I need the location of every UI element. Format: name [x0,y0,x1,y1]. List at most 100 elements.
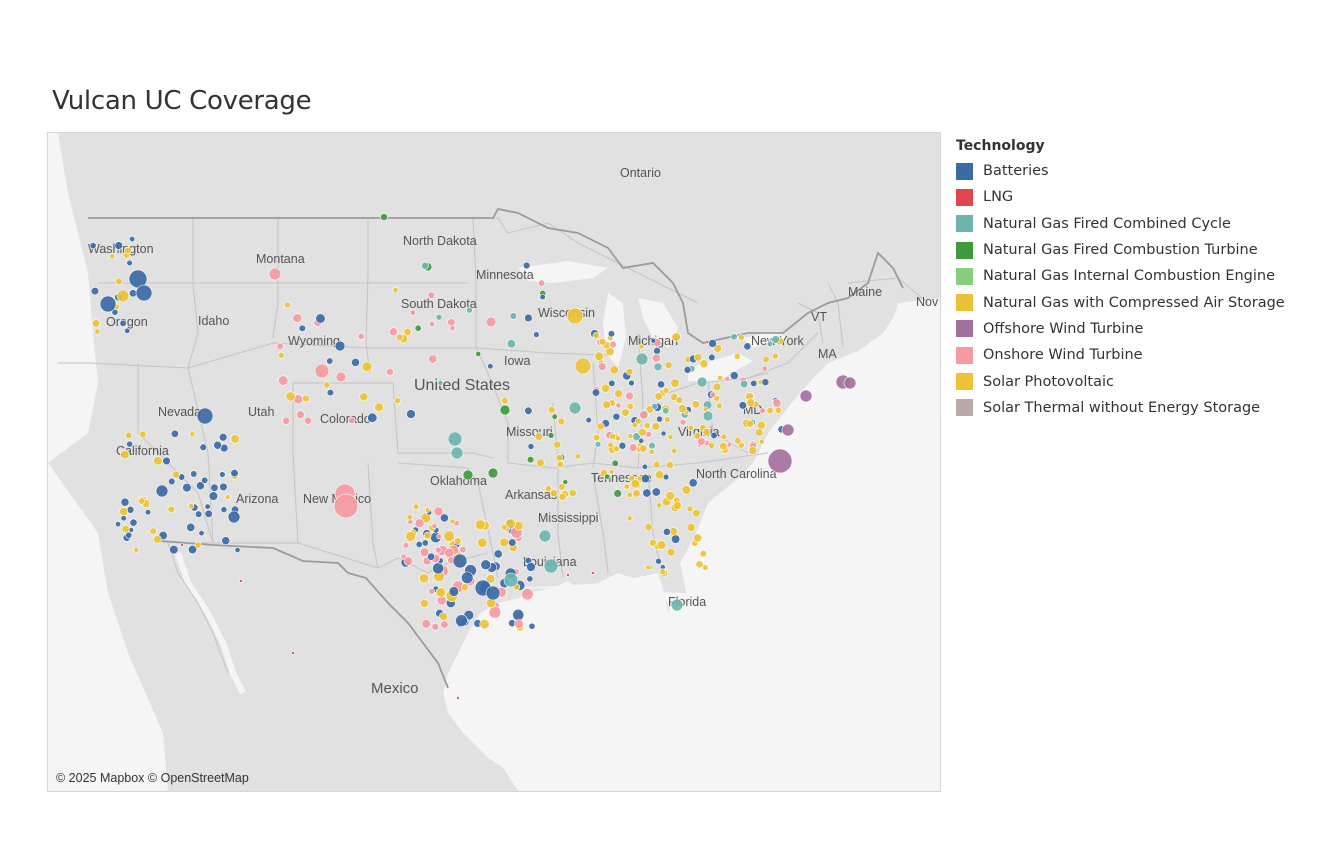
plant-marker[interactable] [713,344,723,353]
plant-marker[interactable] [198,530,205,537]
plant-marker[interactable] [479,619,490,630]
plant-marker[interactable] [278,375,289,386]
plant-marker[interactable] [533,331,540,338]
plant-marker[interactable] [657,380,666,389]
plant-marker[interactable] [539,293,546,301]
plant-marker[interactable] [506,339,516,349]
plant-marker[interactable] [526,455,535,464]
plant-marker[interactable] [135,284,153,302]
plant-marker[interactable] [139,430,147,438]
plant-marker[interactable] [227,510,241,524]
plant-marker[interactable] [126,259,133,267]
plant-marker[interactable] [392,287,399,294]
plant-marker[interactable] [421,261,429,270]
plant-marker[interactable] [439,513,449,523]
plant-marker[interactable] [708,353,716,362]
plant-marker[interactable] [155,484,169,498]
plant-marker[interactable] [219,471,226,478]
plant-marker[interactable] [195,481,205,491]
plant-marker[interactable] [144,509,152,516]
plant-marker[interactable] [681,485,692,495]
legend-item-onshore-wind[interactable]: Onshore Wind Turbine [956,342,1285,368]
plant-marker[interactable] [169,545,179,555]
plant-marker[interactable] [656,540,667,550]
plant-marker[interactable] [432,562,445,575]
plant-marker[interactable] [204,509,213,518]
plant-marker[interactable] [125,431,133,439]
plant-marker[interactable] [615,435,622,442]
plant-marker[interactable] [662,473,670,481]
plant-marker[interactable] [547,406,556,414]
plant-marker[interactable] [627,433,634,440]
plant-marker[interactable] [361,361,373,372]
plant-marker[interactable] [221,536,231,546]
plant-marker[interactable] [566,307,584,325]
plant-marker[interactable] [89,242,97,250]
plant-marker[interactable] [326,357,334,365]
plant-marker[interactable] [557,417,566,426]
plant-marker[interactable] [431,622,440,631]
plant-marker[interactable] [558,492,567,501]
plant-marker[interactable] [611,459,619,467]
plant-marker[interactable] [487,467,499,479]
plant-marker[interactable] [415,540,423,548]
plant-marker[interactable] [613,489,622,498]
plant-marker[interactable] [452,553,468,569]
plant-marker[interactable] [626,402,634,410]
plant-marker[interactable] [213,440,222,450]
plant-marker[interactable] [388,327,398,337]
plant-marker[interactable] [326,388,335,397]
plant-marker[interactable] [485,574,496,584]
plant-marker[interactable] [609,340,617,349]
plant-marker[interactable] [696,376,708,388]
plant-marker[interactable] [591,571,595,575]
plant-marker[interactable] [522,261,531,270]
plant-marker[interactable] [574,357,592,375]
legend-item-lng[interactable]: LNG [956,184,1285,210]
plant-marker[interactable] [485,316,497,328]
plant-marker[interactable] [671,534,681,544]
plant-marker[interactable] [697,437,706,446]
plant-marker[interactable] [762,355,770,363]
plant-marker[interactable] [716,374,724,382]
plant-marker[interactable] [419,547,430,557]
plant-marker[interactable] [133,547,140,553]
plant-marker[interactable] [651,402,658,410]
plant-marker[interactable] [759,407,766,414]
plant-marker[interactable] [501,397,509,405]
plant-marker[interactable] [162,456,171,466]
plant-marker[interactable] [712,382,722,392]
plant-marker[interactable] [276,342,284,351]
plant-marker[interactable] [592,332,600,340]
plant-marker[interactable] [585,416,592,424]
plant-marker[interactable] [129,236,136,243]
plant-marker[interactable] [475,351,482,357]
plant-marker[interactable] [455,614,468,627]
plant-marker[interactable] [591,388,601,397]
plant-marker[interactable] [660,430,667,437]
plant-marker[interactable] [702,564,709,571]
plant-marker[interactable] [412,503,420,511]
plant-marker[interactable] [640,474,650,484]
plant-marker[interactable] [699,550,708,558]
plant-marker[interactable] [125,531,133,539]
plant-marker[interactable] [386,367,394,376]
plant-marker[interactable] [733,436,742,445]
plant-marker[interactable] [403,556,414,566]
plant-marker[interactable] [648,538,657,547]
plant-marker[interactable] [396,333,404,341]
plant-marker[interactable] [544,485,552,493]
legend-item-solar-thermal[interactable]: Solar Thermal without Energy Storage [956,395,1285,421]
plant-marker[interactable] [771,335,780,344]
plant-marker[interactable] [746,398,756,408]
plant-marker[interactable] [543,558,559,574]
plant-marker[interactable] [449,325,456,332]
plant-marker[interactable] [746,419,755,428]
plant-marker[interactable] [485,585,501,601]
plant-marker[interactable] [666,548,676,557]
plant-marker[interactable] [124,327,131,334]
plant-marker[interactable] [462,469,474,481]
plant-marker[interactable] [487,363,494,370]
plant-marker[interactable] [553,440,562,449]
plant-marker[interactable] [190,470,198,478]
